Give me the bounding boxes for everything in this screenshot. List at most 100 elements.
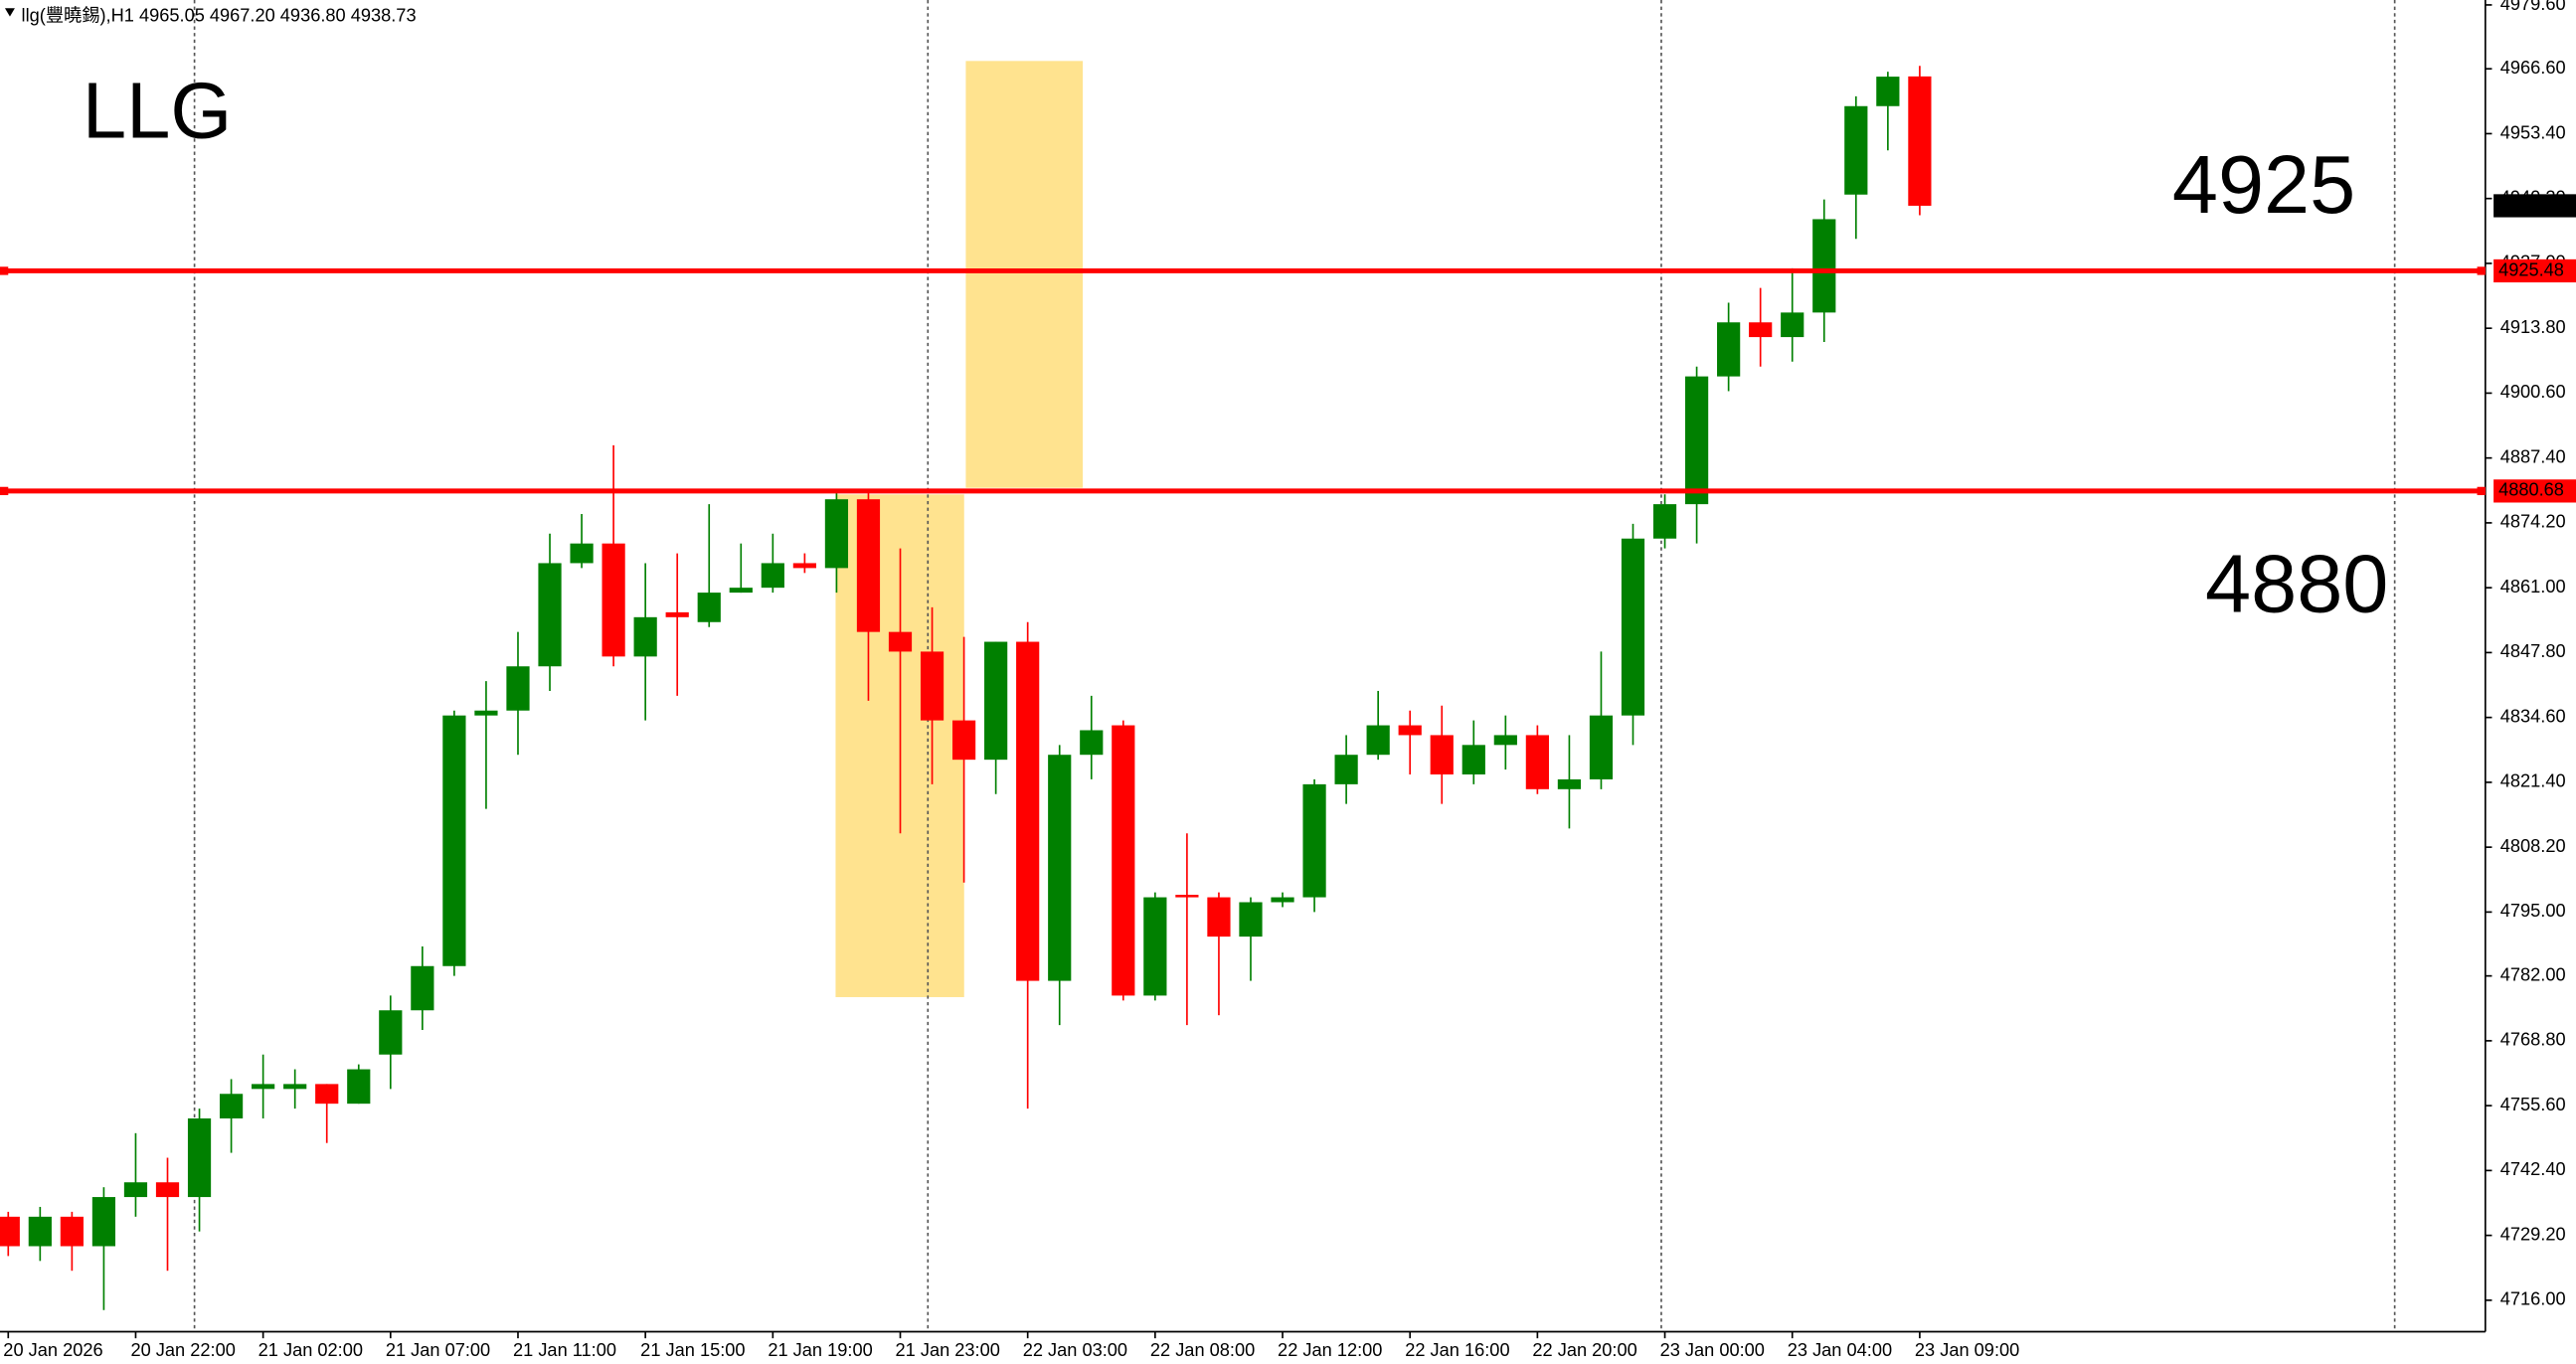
candle-body — [1143, 897, 1167, 996]
y-tick-label: 4834.60 — [2500, 705, 2566, 726]
candle-body — [379, 1010, 403, 1055]
candle-body — [219, 1094, 244, 1118]
candle-body — [1048, 755, 1072, 981]
level-end — [2477, 266, 2486, 275]
candle-body — [1016, 641, 1040, 981]
x-tick-label: 23 Jan 00:00 — [1660, 1339, 1765, 1360]
candle-body — [824, 499, 849, 569]
candle-body — [411, 965, 434, 1011]
candle-body — [984, 641, 1008, 761]
menu-arrow — [4, 8, 15, 17]
y-tick-label: 4742.40 — [2500, 1158, 2566, 1179]
level-tag — [2493, 258, 2576, 283]
candle-body — [1239, 902, 1263, 938]
y-tick-label: 4861.00 — [2500, 576, 2566, 597]
candle-body — [123, 1182, 148, 1198]
candle-body — [1812, 219, 1836, 313]
price-label: 4938.73 — [2498, 194, 2564, 215]
y-tick-label: 4755.60 — [2500, 1094, 2566, 1114]
candle-body — [1080, 730, 1104, 756]
x-tick-label: 22 Jan 08:00 — [1150, 1339, 1255, 1360]
y-tick-label: 4979.60 — [2500, 0, 2566, 14]
y-tick-label: 4966.60 — [2500, 57, 2566, 78]
y-tick-label: 4808.20 — [2500, 835, 2566, 856]
candle-body — [1557, 778, 1582, 789]
candle-body — [1525, 735, 1549, 789]
candle-body — [920, 651, 945, 721]
candle-body — [187, 1117, 212, 1198]
candle-body — [1749, 322, 1773, 338]
chart-header: llg(豐曉錫),H1 4965.05 4967.20 4936.80 4938… — [22, 4, 417, 25]
candle-body — [1175, 895, 1199, 898]
y-tick-label: 4887.40 — [2500, 445, 2566, 466]
x-tick-label: 21 Jan 07:00 — [386, 1339, 490, 1360]
price-tag — [2493, 194, 2576, 218]
candle-body — [315, 1084, 339, 1105]
level-end — [0, 266, 9, 275]
y-tick-label: 4953.40 — [2500, 121, 2566, 142]
x-tick-label: 21 Jan 15:00 — [640, 1339, 745, 1360]
candle-body — [1621, 538, 1645, 716]
candle-body — [155, 1182, 180, 1198]
candle-body — [1781, 312, 1804, 338]
level-tag — [2493, 479, 2576, 503]
candle-body — [283, 1084, 307, 1090]
candle-body — [633, 616, 657, 657]
candle-body — [1684, 376, 1709, 505]
candle-body — [1589, 715, 1614, 779]
candle-body — [792, 563, 816, 569]
y-tick-label: 4716.00 — [2500, 1288, 2566, 1309]
annotation: 4880 — [2205, 537, 2388, 629]
x-tick-label: 21 Jan 19:00 — [768, 1339, 872, 1360]
candle-body — [1207, 897, 1231, 938]
y-tick-label: 4795.00 — [2500, 900, 2566, 921]
candle-body — [1908, 76, 1932, 206]
candle-body — [252, 1084, 275, 1090]
y-tick-label: 4874.20 — [2500, 511, 2566, 532]
x-tick-label: 20 Jan 22:00 — [130, 1339, 235, 1360]
candle-body — [1844, 105, 1868, 195]
candle-body — [1398, 725, 1422, 736]
candle-body — [1334, 755, 1358, 784]
candle-body — [570, 543, 594, 564]
candle-body — [1493, 735, 1517, 746]
level-label: 4925.48 — [2498, 258, 2564, 279]
annotation: 4925 — [2172, 138, 2355, 231]
candle-body — [91, 1197, 116, 1247]
candle-body — [474, 710, 498, 716]
candle-body — [729, 588, 753, 594]
candle-body — [856, 499, 881, 632]
candle-body — [888, 631, 913, 652]
candle-body — [1112, 725, 1135, 996]
y-tick-label: 4729.20 — [2500, 1223, 2566, 1244]
candle-body — [601, 543, 625, 657]
level-label: 4880.68 — [2498, 479, 2564, 500]
candle-body — [0, 1216, 20, 1247]
candle-body — [697, 593, 721, 622]
candle-body — [1302, 783, 1326, 898]
x-tick-label: 23 Jan 04:00 — [1788, 1339, 1892, 1360]
candle-body — [761, 563, 784, 589]
candle-body — [951, 720, 976, 761]
x-tick-label: 22 Jan 16:00 — [1405, 1339, 1509, 1360]
y-tick-label: 4913.80 — [2500, 316, 2566, 337]
candle-body — [506, 666, 530, 711]
candle-body — [1271, 897, 1294, 903]
candle-body — [538, 563, 562, 667]
candle-body — [28, 1216, 52, 1247]
x-tick-label: 22 Jan 12:00 — [1278, 1339, 1382, 1360]
x-tick-label: 21 Jan 11:00 — [513, 1339, 616, 1360]
candle-body — [1652, 504, 1677, 539]
y-tick-label: 4821.40 — [2500, 770, 2566, 791]
x-tick-label: 21 Jan 23:00 — [896, 1339, 1000, 1360]
x-tick-label: 22 Jan 20:00 — [1532, 1339, 1636, 1360]
y-tick-label: 4782.00 — [2500, 963, 2566, 984]
highlight-box — [965, 61, 1084, 488]
y-tick-label: 4900.60 — [2500, 381, 2566, 402]
candle-body — [1366, 725, 1390, 756]
x-tick-label: 22 Jan 03:00 — [1023, 1339, 1127, 1360]
candle-body — [1461, 745, 1485, 774]
